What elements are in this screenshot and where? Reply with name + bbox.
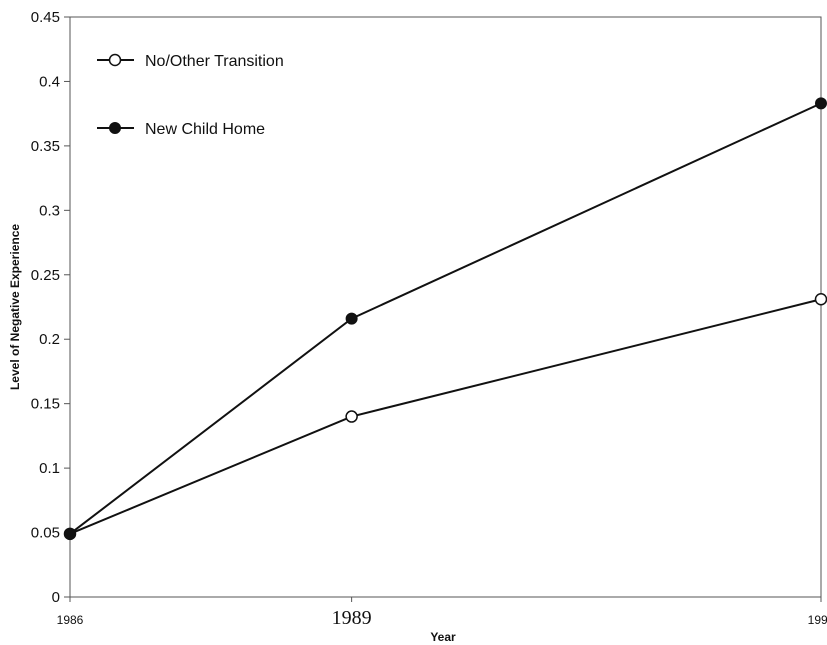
y-tick-label: 0.3 — [39, 202, 60, 219]
y-tick-label: 0.05 — [31, 525, 60, 542]
x-tick-label: 1994 — [808, 613, 827, 627]
series-line-no-other-transition — [69, 298, 822, 535]
plot-frame — [69, 16, 822, 598]
legend-marker-open-circle — [108, 53, 122, 67]
y-tick-label: 0.4 — [39, 73, 60, 90]
data-point-no-other-transition — [345, 410, 358, 423]
data-point-new-child-home — [64, 527, 76, 540]
legend: No/Other Transition New Child Home — [97, 53, 284, 138]
data-point-no-other-transition — [814, 293, 827, 306]
legend-marker-filled-circle — [109, 122, 121, 134]
y-tick-label: 0.15 — [31, 396, 60, 413]
y-tick-label: 0.35 — [31, 138, 60, 155]
y-tick-label: 0.2 — [39, 331, 60, 348]
data-point-new-child-home — [345, 312, 358, 325]
data-point-new-child-home — [815, 97, 827, 110]
y-axis: 0 0.05 0.1 0.15 0.2 0.25 0.3 0.35 0.4 0.45 — [31, 9, 70, 606]
x-tick-label: 1989 — [332, 607, 372, 629]
legend-item-new-child-home: New Child Home — [97, 121, 265, 138]
legend-item-no-other-transition: No/Other Transition — [97, 53, 284, 70]
legend-label-new-child-home: New Child Home — [145, 121, 265, 138]
y-tick-label: 0 — [52, 589, 60, 606]
x-axis: 1986 1989 1994 — [57, 597, 827, 629]
y-tick-label: 0.1 — [39, 460, 60, 477]
legend-label-no-other-transition: No/Other Transition — [145, 53, 284, 70]
series-line-new-child-home — [69, 102, 822, 535]
series-layer — [63, 97, 827, 541]
y-tick-label: 0.25 — [31, 267, 60, 284]
x-tick-label: 1986 — [57, 613, 84, 627]
y-axis-title: Level of Negative Experience — [8, 224, 22, 390]
x-axis-title: Year — [430, 630, 456, 644]
y-tick-label: 0.45 — [31, 9, 60, 26]
